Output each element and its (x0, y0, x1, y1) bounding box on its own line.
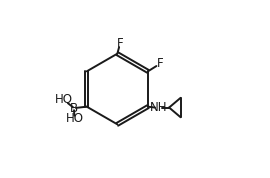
Text: HO: HO (55, 93, 73, 106)
Text: B: B (70, 102, 78, 115)
Text: F: F (157, 57, 163, 70)
Text: F: F (117, 37, 123, 51)
Text: HO: HO (65, 112, 83, 125)
Text: NH: NH (149, 101, 167, 114)
